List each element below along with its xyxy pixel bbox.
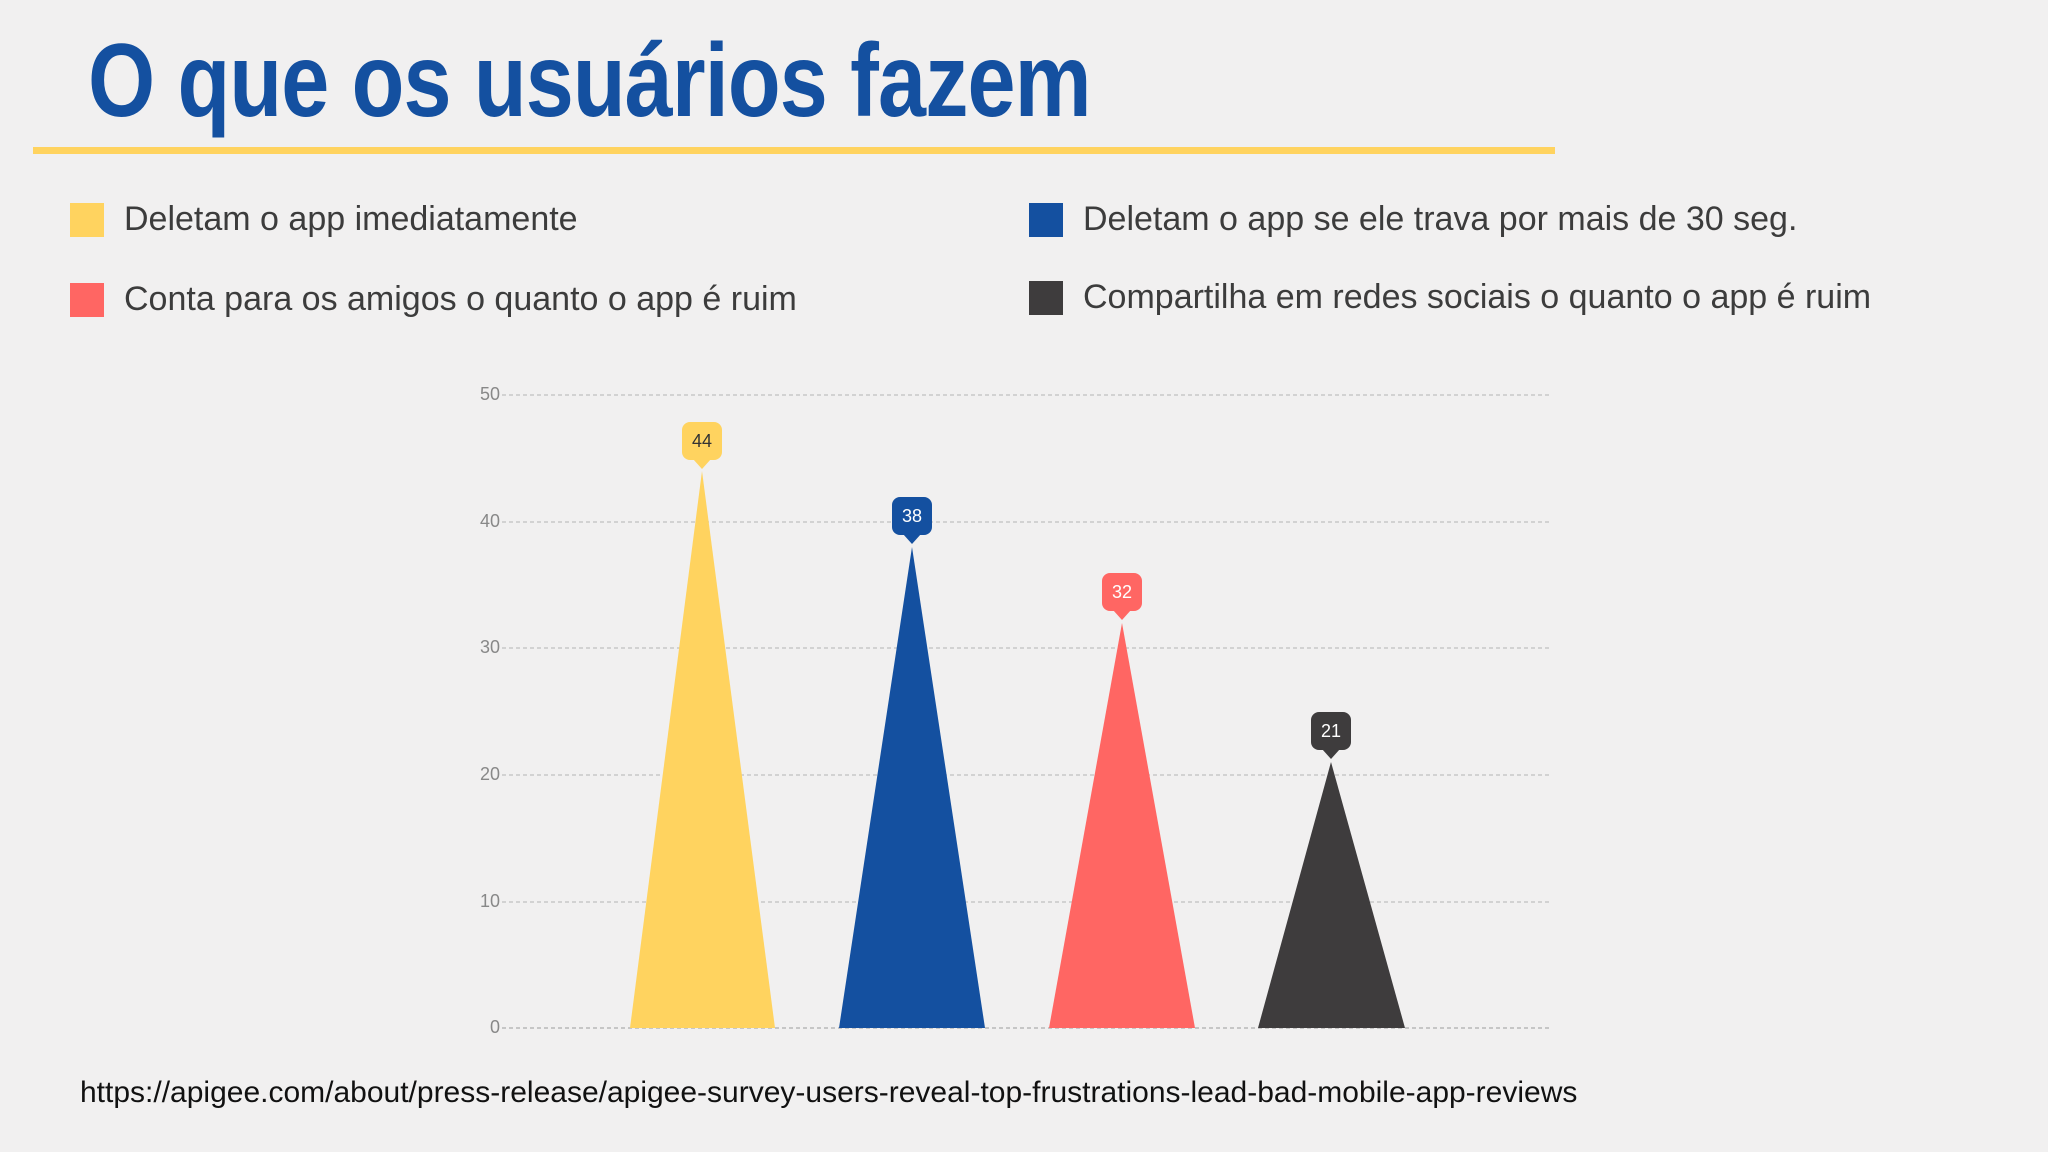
legend-item-share-social: Compartilha em redes sociais o quanto o …	[1029, 278, 1871, 317]
legend-swatch-blue	[1029, 202, 1063, 237]
legend-label: Deletam o app imediatamente	[124, 200, 578, 238]
legend-label: Deletam o app se ele trava por mais de 3…	[1083, 200, 1798, 238]
slide-title: O que os usuários fazem	[88, 23, 1091, 139]
y-tick-10: 10	[479, 891, 500, 911]
value-label-21: 21	[1311, 712, 1351, 759]
legend-item-delete-if-freezes: Deletam o app se ele trava por mais de 3…	[1029, 200, 1797, 239]
legend-swatch-red	[70, 282, 104, 317]
value-label-32: 32	[1102, 573, 1142, 620]
chart-plot-area	[502, 394, 1552, 1029]
legend-swatch-yellow	[70, 202, 104, 237]
legend-label: Compartilha em redes sociais o quanto o …	[1083, 278, 1872, 316]
y-tick-30: 30	[479, 637, 500, 657]
legend-label: Conta para os amigos o quanto o app é ru…	[124, 280, 797, 318]
source-link[interactable]: https://apigee.com/about/press-release/a…	[80, 1076, 1578, 1109]
bar-delete-if-freezes	[839, 547, 985, 1028]
legend-item-tell-friends: Conta para os amigos o quanto o app é ru…	[70, 280, 797, 319]
bar-share-social	[1258, 762, 1405, 1028]
value-label-44: 44	[682, 422, 722, 469]
legend-item-delete-immediately: Deletam o app imediatamente	[70, 200, 578, 239]
title-underline	[33, 147, 1555, 154]
value-label-38: 38	[892, 497, 932, 544]
bar-tell-friends	[1049, 623, 1195, 1028]
legend-swatch-dark	[1029, 280, 1063, 315]
y-tick-20: 20	[479, 764, 500, 784]
triangle-bar-chart: 50 40 30 20 10 0 44 38 32 21	[440, 360, 1620, 1060]
y-tick-0: 0	[489, 1017, 500, 1037]
y-tick-40: 40	[479, 511, 500, 531]
bar-delete-immediately	[630, 471, 775, 1028]
y-tick-50: 50	[479, 384, 500, 404]
